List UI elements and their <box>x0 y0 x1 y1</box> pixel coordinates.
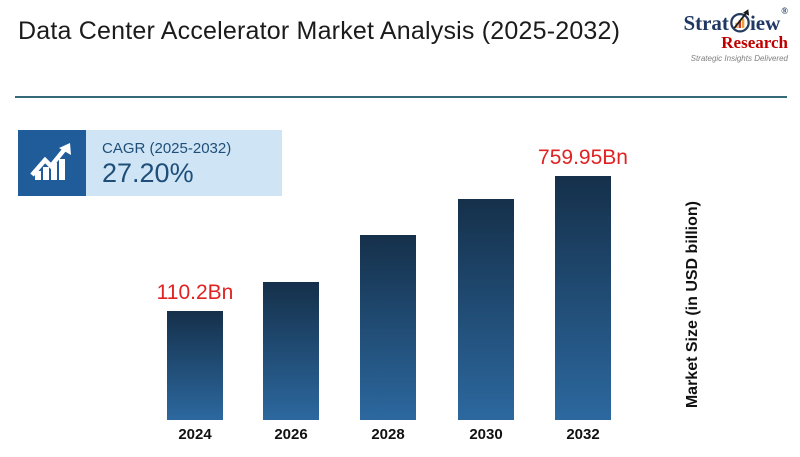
bar-2028 <box>360 235 416 420</box>
bar-2032 <box>555 176 611 420</box>
cagr-badge: CAGR (2025-2032) 27.20% <box>18 130 282 196</box>
x-tick-label-2024: 2024 <box>178 426 212 443</box>
bar-2030 <box>458 199 514 420</box>
cagr-label: CAGR (2025-2032) <box>102 139 232 157</box>
cagr-textbox: CAGR (2025-2032) 27.20% <box>86 130 282 196</box>
registered-mark: ® <box>781 6 788 16</box>
growth-chart-icon <box>18 130 86 196</box>
bar-2024 <box>167 311 223 420</box>
brand-logo: Strat iew ® Research Strategic Insights … <box>658 6 788 63</box>
logo-growth-chart-icon <box>730 9 750 33</box>
data-label-2032: 759.95Bn <box>538 146 628 169</box>
brand-name: Strat iew ® <box>658 6 788 35</box>
x-tick-label-2026: 2026 <box>274 426 308 443</box>
x-tick-label-2028: 2028 <box>371 426 405 443</box>
brand-text-strat: Strat <box>683 11 729 35</box>
brand-tagline: Strategic Insights Delivered <box>690 54 788 63</box>
brand-secondary: Research <box>721 33 788 52</box>
title-divider <box>15 96 787 98</box>
bar-2026 <box>263 282 319 420</box>
x-tick-label-2030: 2030 <box>469 426 503 443</box>
x-tick-label-2032: 2032 <box>566 426 600 443</box>
brand-text-iew: iew <box>749 11 781 35</box>
page-title: Data Center Accelerator Market Analysis … <box>18 17 621 45</box>
data-label-2024: 110.2Bn <box>156 281 234 304</box>
y-axis-label: Market Size (in USD billion) <box>684 201 701 409</box>
cagr-value: 27.20% <box>102 157 194 188</box>
